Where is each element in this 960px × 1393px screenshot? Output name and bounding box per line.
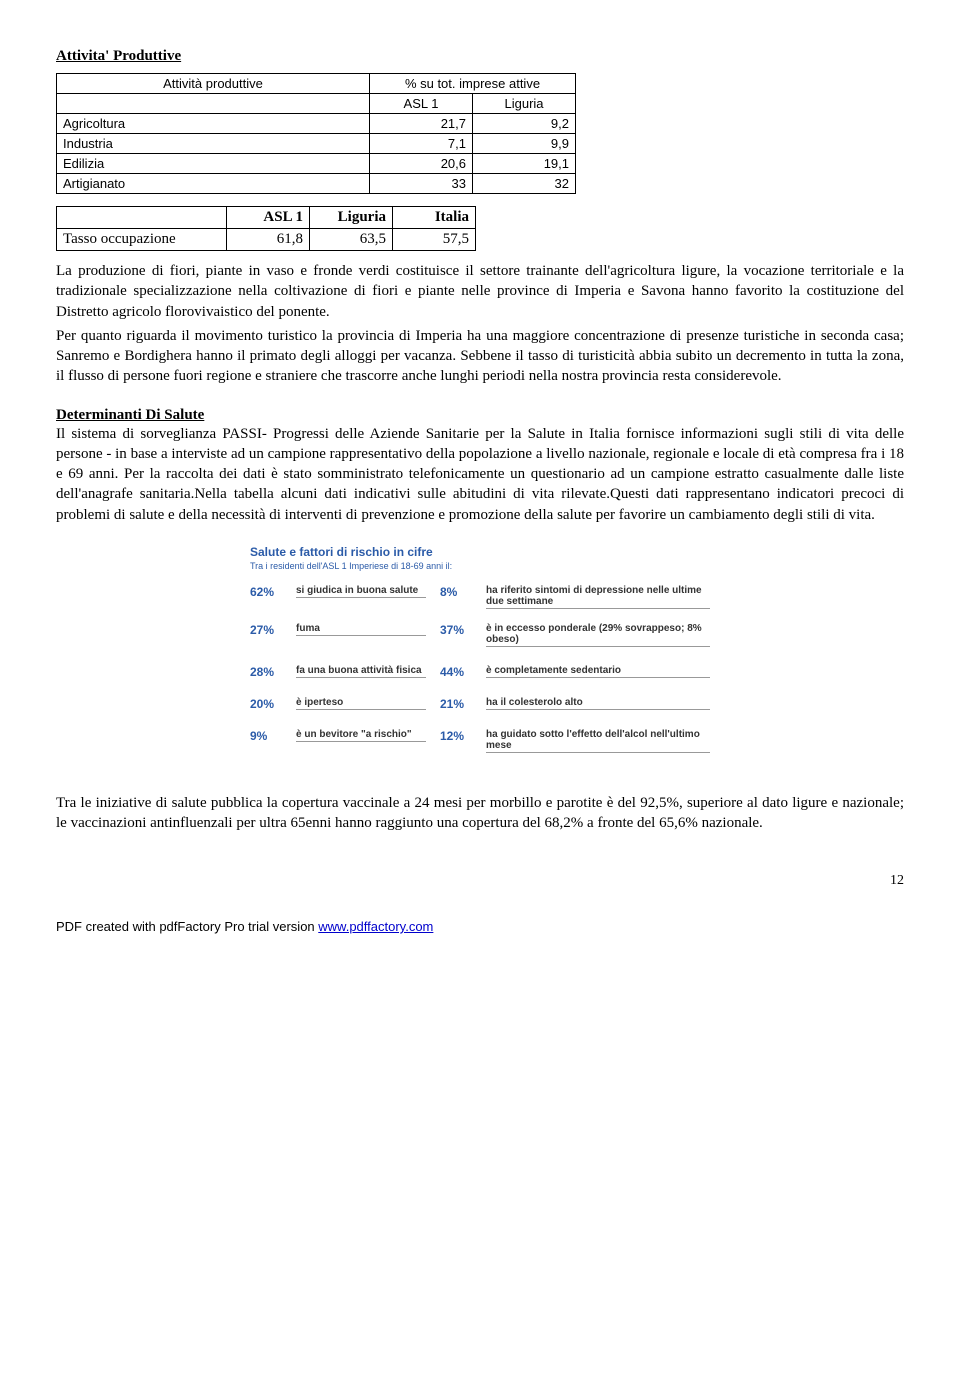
row-v3: 57,5 — [393, 229, 476, 251]
table-sub-asl1: ASL 1 — [370, 94, 473, 114]
row-val-b: 32 — [473, 174, 576, 194]
stat-pct: 62% — [250, 585, 296, 599]
table-tasso-occupazione: ASL 1 Liguria Italia Tasso occupazione 6… — [56, 206, 476, 251]
stats-infographic: Salute e fattori di rischio in cifre Tra… — [250, 545, 710, 753]
stats-row: 20% è iperteso 21% ha il colesterolo alt… — [250, 697, 710, 711]
stat-pct: 12% — [440, 729, 486, 743]
row-val-a: 20,6 — [370, 154, 473, 174]
row-label: Tasso occupazione — [57, 229, 227, 251]
stat-label: è in eccesso ponderale (29% sovrappeso; … — [486, 623, 710, 647]
pdf-footer: PDF created with pdfFactory Pro trial ve… — [56, 919, 904, 934]
stat-label: fuma — [296, 623, 426, 636]
stats-row: 9% è un bevitore "a rischio" 12% ha guid… — [250, 729, 710, 753]
table-row: Industria 7,1 9,9 — [57, 134, 576, 154]
col-asl1: ASL 1 — [227, 207, 310, 229]
stats-row: 28% fa una buona attività fisica 44% è c… — [250, 665, 710, 679]
stat-pct: 44% — [440, 665, 486, 679]
table-header-pct: % su tot. imprese attive — [370, 74, 576, 94]
stat-label: ha riferito sintomi di depressione nelle… — [486, 585, 710, 609]
stat-label: si giudica in buona salute — [296, 585, 426, 598]
row-label: Edilizia — [57, 154, 370, 174]
table-sub-liguria: Liguria — [473, 94, 576, 114]
row-label: Agricoltura — [57, 114, 370, 134]
table-row: Tasso occupazione 61,8 63,5 57,5 — [57, 229, 476, 251]
table-header-label: Attività produttive — [57, 74, 370, 94]
stats-row: 62% si giudica in buona salute 8% ha rif… — [250, 585, 710, 609]
row-label: Artigianato — [57, 174, 370, 194]
footer-text: PDF created with pdfFactory Pro trial ve… — [56, 919, 318, 934]
row-val-a: 21,7 — [370, 114, 473, 134]
stat-pct: 9% — [250, 729, 296, 743]
stat-label: ha guidato sotto l'effetto dell'alcol ne… — [486, 729, 710, 753]
row-v1: 61,8 — [227, 229, 310, 251]
row-val-b: 19,1 — [473, 154, 576, 174]
section-heading: Attivita' Produttive — [56, 48, 904, 65]
stat-label: è un bevitore "a rischio" — [296, 729, 426, 742]
col-italia: Italia — [393, 207, 476, 229]
stat-label: è completamente sedentario — [486, 665, 710, 678]
table-cell-empty — [57, 207, 227, 229]
footer-link[interactable]: www.pdffactory.com — [318, 919, 433, 934]
row-val-b: 9,9 — [473, 134, 576, 154]
row-label: Industria — [57, 134, 370, 154]
row-val-a: 7,1 — [370, 134, 473, 154]
table-row: Agricoltura 21,7 9,2 — [57, 114, 576, 134]
table-cell-empty — [57, 94, 370, 114]
paragraph-vaccinazioni: Tra le iniziative di salute pubblica la … — [56, 793, 904, 834]
subsection-heading: Determinanti Di Salute — [56, 407, 904, 424]
stat-label: è iperteso — [296, 697, 426, 710]
paragraph-turismo: Per quanto riguarda il movimento turisti… — [56, 326, 904, 387]
row-val-b: 9,2 — [473, 114, 576, 134]
table-attivita-produttive: Attività produttive % su tot. imprese at… — [56, 73, 576, 194]
page-number: 12 — [56, 873, 904, 889]
stat-pct: 20% — [250, 697, 296, 711]
stats-subtitle: Tra i residenti dell'ASL 1 Imperiese di … — [250, 561, 710, 571]
stats-row: 27% fuma 37% è in eccesso ponderale (29%… — [250, 623, 710, 647]
table-row: Edilizia 20,6 19,1 — [57, 154, 576, 174]
stat-label: ha il colesterolo alto — [486, 697, 710, 710]
stat-label: fa una buona attività fisica — [296, 665, 426, 678]
stats-title: Salute e fattori di rischio in cifre — [250, 545, 710, 559]
stat-pct: 8% — [440, 585, 486, 599]
stat-pct: 28% — [250, 665, 296, 679]
stat-pct: 37% — [440, 623, 486, 637]
paragraph-passi: Il sistema di sorveglianza PASSI- Progre… — [56, 424, 904, 525]
row-val-a: 33 — [370, 174, 473, 194]
stat-pct: 27% — [250, 623, 296, 637]
row-v2: 63,5 — [310, 229, 393, 251]
paragraph-produzione: La produzione di fiori, piante in vaso e… — [56, 261, 904, 322]
table-row: Artigianato 33 32 — [57, 174, 576, 194]
col-liguria: Liguria — [310, 207, 393, 229]
stat-pct: 21% — [440, 697, 486, 711]
